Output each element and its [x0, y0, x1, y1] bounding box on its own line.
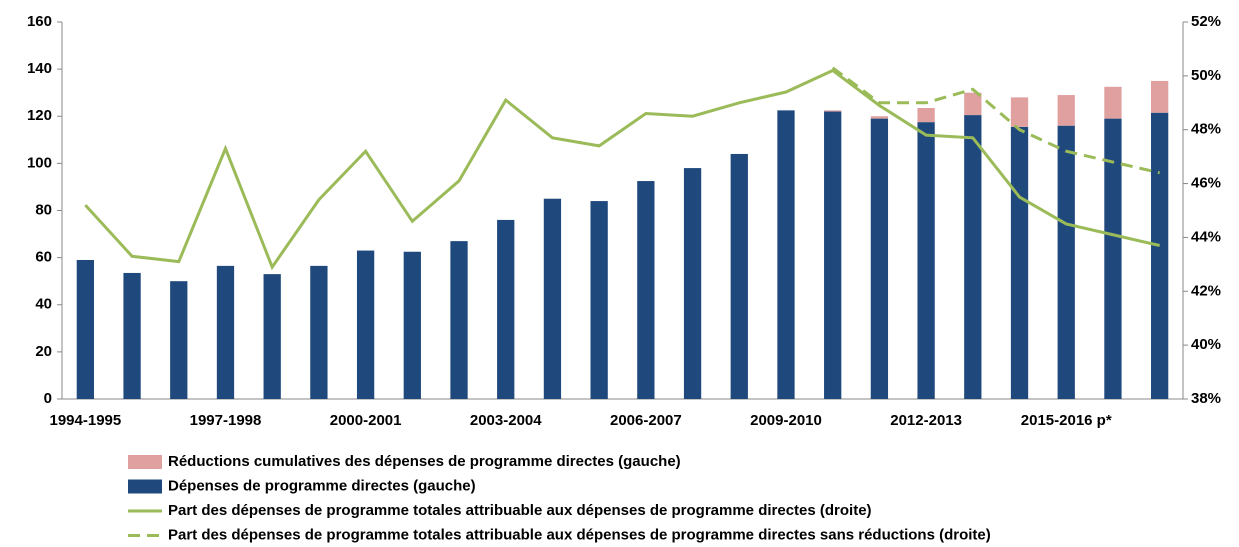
y2-tick-label: 44%	[1191, 228, 1221, 245]
legend-swatch	[128, 455, 162, 469]
bar	[356, 250, 375, 399]
bar	[590, 201, 608, 399]
bar-segment	[1104, 86, 1122, 119]
x-tick-label: 2003-2004	[470, 412, 542, 429]
y-tick-label: 60	[35, 249, 52, 266]
y-tick-label: 0	[44, 390, 52, 407]
legend-label: Réductions cumulatives des dépenses de p…	[168, 453, 681, 470]
bar	[824, 111, 842, 399]
bar	[683, 168, 702, 399]
bar	[730, 153, 748, 399]
bar	[310, 265, 328, 399]
bar	[1104, 118, 1122, 399]
y-tick-label: 80	[35, 201, 52, 218]
x-tick-label: 2009-2010	[750, 412, 822, 429]
x-tick-label: 2000-2001	[330, 412, 402, 429]
y-tick-label: 20	[35, 343, 52, 360]
bar	[1151, 112, 1169, 399]
bar-segment	[1151, 80, 1169, 113]
x-tick-label: 2012-2013	[890, 412, 962, 429]
bar	[777, 110, 795, 399]
y2-tick-label: 40%	[1191, 336, 1221, 353]
y-tick-label: 100	[27, 154, 52, 171]
legend-label: Part des dépenses de programme totales a…	[168, 502, 872, 519]
y-tick-label: 160	[27, 13, 52, 30]
legend-swatch	[128, 479, 162, 494]
y2-tick-label: 50%	[1191, 67, 1221, 84]
y2-tick-label: 48%	[1191, 121, 1221, 138]
y-tick-label: 40	[35, 296, 52, 313]
x-tick-label: 2015-2016 p*	[1021, 412, 1112, 429]
bar	[76, 259, 94, 399]
bar	[216, 265, 235, 399]
y2-tick-label: 38%	[1191, 390, 1221, 407]
line	[84, 68, 1160, 271]
bar	[170, 281, 188, 399]
bar	[964, 115, 982, 400]
bar-segment	[1010, 97, 1029, 127]
y2-tick-label: 52%	[1191, 13, 1221, 30]
bar	[450, 241, 468, 399]
bar	[870, 118, 889, 399]
bar	[1057, 125, 1075, 400]
bar-segment	[1057, 95, 1075, 126]
y2-tick-label: 42%	[1191, 282, 1221, 299]
bar	[917, 122, 935, 399]
bar-segment	[870, 116, 889, 119]
y2-tick-label: 46%	[1191, 175, 1221, 192]
bar	[637, 181, 655, 399]
bar	[123, 272, 141, 399]
bar	[497, 219, 515, 399]
legend-label: Dépenses de programme directes (gauche)	[168, 477, 476, 494]
bar	[1010, 126, 1029, 400]
y-tick-label: 140	[27, 60, 52, 77]
x-tick-label: 1997-1998	[190, 412, 262, 429]
bar-segment	[964, 92, 982, 116]
legend-label: Part des dépenses de programme totales a…	[168, 526, 991, 543]
x-tick-label: 2006-2007	[610, 412, 682, 429]
bar	[403, 251, 421, 399]
bar-segment	[824, 110, 842, 112]
y-tick-label: 120	[27, 107, 52, 124]
bar	[263, 274, 281, 399]
dashed-line	[831, 66, 1160, 175]
bar-segment	[917, 108, 935, 123]
bar	[543, 198, 562, 399]
x-tick-label: 1994-1995	[49, 412, 121, 429]
